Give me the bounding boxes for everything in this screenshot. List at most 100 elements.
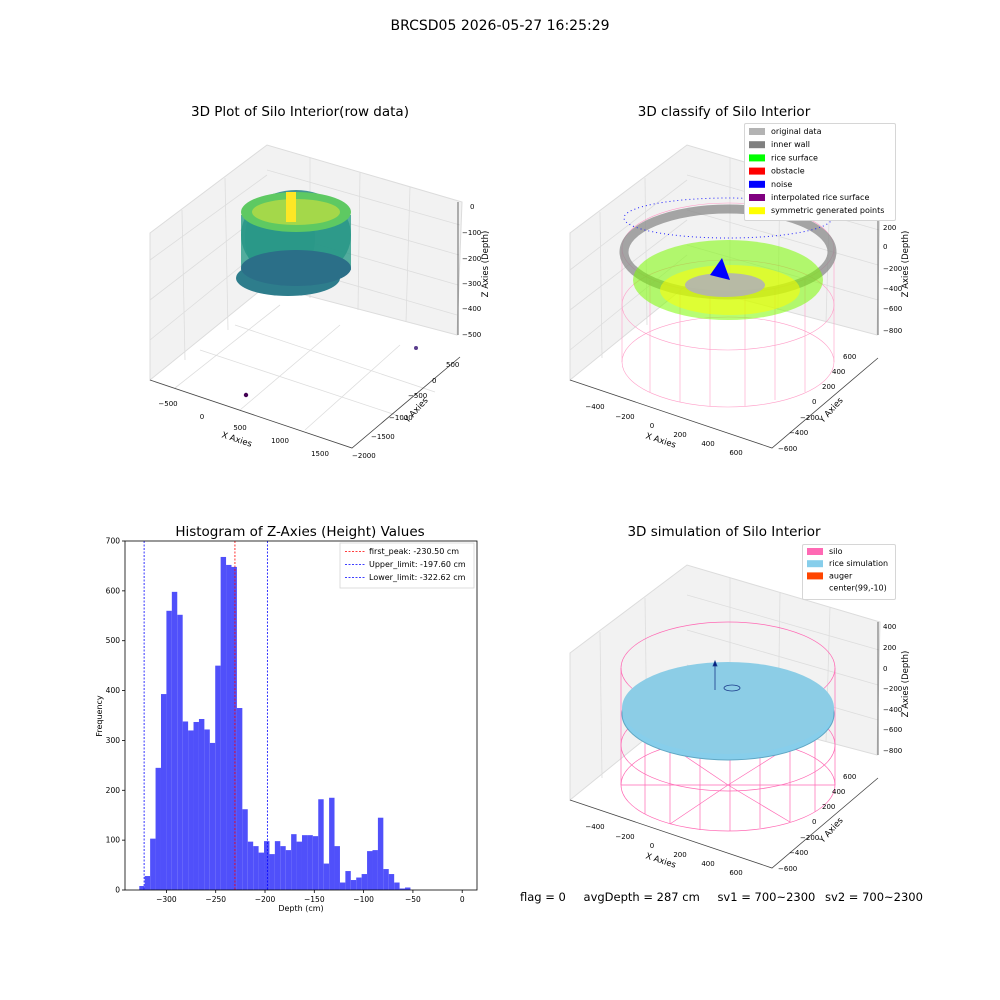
panel4-auger bbox=[712, 659, 741, 692]
histogram-bar bbox=[307, 835, 313, 890]
tick-label: −400 bbox=[883, 285, 902, 293]
tick-label: 200 bbox=[883, 224, 896, 232]
legend-label: interpolated rice surface bbox=[771, 193, 869, 202]
histogram-bar bbox=[285, 850, 292, 890]
tick-label: −600 bbox=[883, 305, 902, 313]
panel2-legend bbox=[744, 123, 896, 221]
panel1-z-ticks: 0 −100 −200 −300 −400 −500 bbox=[462, 203, 481, 339]
histogram-bar bbox=[312, 836, 319, 890]
tick-label: −200 bbox=[462, 255, 481, 263]
histogram-bar bbox=[139, 886, 145, 890]
tick-label: 0 bbox=[200, 413, 204, 421]
histogram-bar bbox=[301, 835, 308, 890]
tick-label: 0 bbox=[883, 665, 887, 673]
histogram-bar bbox=[274, 841, 281, 890]
histogram-bar bbox=[253, 846, 259, 890]
tick-label: 200 bbox=[822, 803, 835, 811]
panel2-ylabel: Y Axies bbox=[817, 395, 846, 426]
histogram-bar bbox=[215, 665, 221, 890]
panel2-x-ticks: −400 −200 0 200 400 600 bbox=[585, 403, 742, 457]
histogram-bar bbox=[144, 876, 151, 890]
histogram-bar bbox=[394, 882, 400, 890]
histogram-bar bbox=[150, 838, 156, 890]
panel1-zlabel: Z Axies (Depth) bbox=[481, 231, 491, 298]
x-tick-label: −100 bbox=[353, 895, 374, 904]
histogram-bar bbox=[399, 888, 406, 890]
histogram-bar bbox=[350, 880, 357, 890]
tick-label: −100 bbox=[462, 229, 481, 237]
panel1-silo-points bbox=[236, 190, 351, 296]
histogram-bar bbox=[258, 852, 265, 890]
avg-depth-text: avgDepth = 287 cm bbox=[583, 890, 700, 904]
histogram-bar bbox=[356, 877, 362, 890]
legend-label: symmetric generated points bbox=[771, 206, 884, 215]
tick-label: −400 bbox=[883, 706, 902, 714]
panel2-legend-entries: original data inner wall rice surface obsta… bbox=[749, 127, 884, 215]
panel4-title: 3D simulation of Silo Interior bbox=[627, 524, 821, 540]
tick-label: 0 bbox=[650, 842, 654, 850]
y-tick-label: 500 bbox=[106, 636, 121, 645]
y-tick-label: 700 bbox=[106, 537, 121, 546]
tick-label: 400 bbox=[883, 623, 896, 631]
histogram-bar bbox=[188, 730, 194, 890]
histogram-bar bbox=[339, 882, 346, 890]
panel4-axis-lines bbox=[569, 622, 879, 869]
tick-label: 0 bbox=[883, 243, 887, 251]
panel2-axis-lines bbox=[569, 202, 879, 449]
y-tick-label: 600 bbox=[106, 586, 121, 595]
legend-label: center(99,-10) bbox=[829, 584, 887, 593]
tick-label: 500 bbox=[446, 361, 459, 369]
tick-label: −1000 bbox=[389, 414, 413, 422]
histogram-bar bbox=[177, 614, 183, 890]
histogram-bar bbox=[182, 721, 189, 890]
tick-label: 600 bbox=[729, 449, 742, 457]
tick-label: 500 bbox=[233, 424, 246, 432]
legend-swatch bbox=[749, 154, 765, 162]
panel3-legend: first_peak: -230.50 cm Upper_limit: -197… bbox=[339, 542, 475, 589]
panel1-outlier-point bbox=[243, 392, 249, 398]
legend-label: obstacle bbox=[771, 167, 805, 176]
tick-label: 200 bbox=[673, 851, 686, 859]
histogram-bar bbox=[193, 721, 199, 890]
legend-swatch bbox=[749, 180, 765, 188]
tick-label: 400 bbox=[832, 368, 845, 376]
panel4-x-ticks: −400 −200 0 200 400 600 bbox=[585, 823, 742, 877]
tick-label: 0 bbox=[470, 203, 474, 211]
tick-label: −500 bbox=[462, 331, 481, 339]
tick-label: −400 bbox=[585, 823, 604, 831]
tick-label: −500 bbox=[408, 392, 427, 400]
panel4-z-ticks: 400 200 0 −200 −400 −600 −800 bbox=[883, 623, 902, 755]
legend-swatch bbox=[807, 548, 823, 555]
panel1-xlabel: X Axies bbox=[220, 430, 253, 449]
histogram-bar bbox=[204, 729, 210, 890]
panel1-title: 3D Plot of Silo Interior(row data) bbox=[191, 104, 409, 120]
legend-swatch bbox=[749, 194, 765, 201]
legend-box bbox=[339, 542, 475, 589]
panel1-outlier-point bbox=[414, 346, 418, 350]
histogram-bar bbox=[226, 564, 232, 890]
y-tick-label: 300 bbox=[106, 736, 121, 745]
tick-label: −200 bbox=[615, 833, 634, 841]
tick-label: −600 bbox=[778, 445, 797, 453]
legend-label: original data bbox=[771, 127, 822, 136]
tick-label: 200 bbox=[883, 644, 896, 652]
legend-label: first_peak: -230.50 cm bbox=[369, 547, 459, 556]
tick-label: 600 bbox=[843, 353, 856, 361]
histogram-bar bbox=[264, 841, 270, 890]
panel1-x-ticks: −500 0 500 1000 1500 bbox=[158, 400, 329, 458]
legend-label: rice surface bbox=[771, 153, 818, 162]
legend-label: inner wall bbox=[771, 140, 810, 149]
y-tick-label: 0 bbox=[115, 886, 120, 895]
tick-label: −200 bbox=[615, 413, 634, 421]
panel1-ylabel: Y Axies bbox=[402, 395, 431, 426]
figure-suptitle: BRCSD05 2026-05-27 16:25:29 bbox=[390, 18, 610, 34]
histogram-bar bbox=[377, 817, 384, 890]
legend-label: Upper_limit: -197.60 cm bbox=[369, 560, 466, 569]
tick-label: −200 bbox=[883, 265, 902, 273]
histogram-bar bbox=[166, 610, 172, 890]
x-tick-label: −200 bbox=[255, 895, 276, 904]
tick-label: 600 bbox=[843, 773, 856, 781]
legend-swatch bbox=[807, 560, 823, 568]
legend-swatch bbox=[749, 207, 765, 215]
tick-label: −400 bbox=[789, 429, 808, 437]
